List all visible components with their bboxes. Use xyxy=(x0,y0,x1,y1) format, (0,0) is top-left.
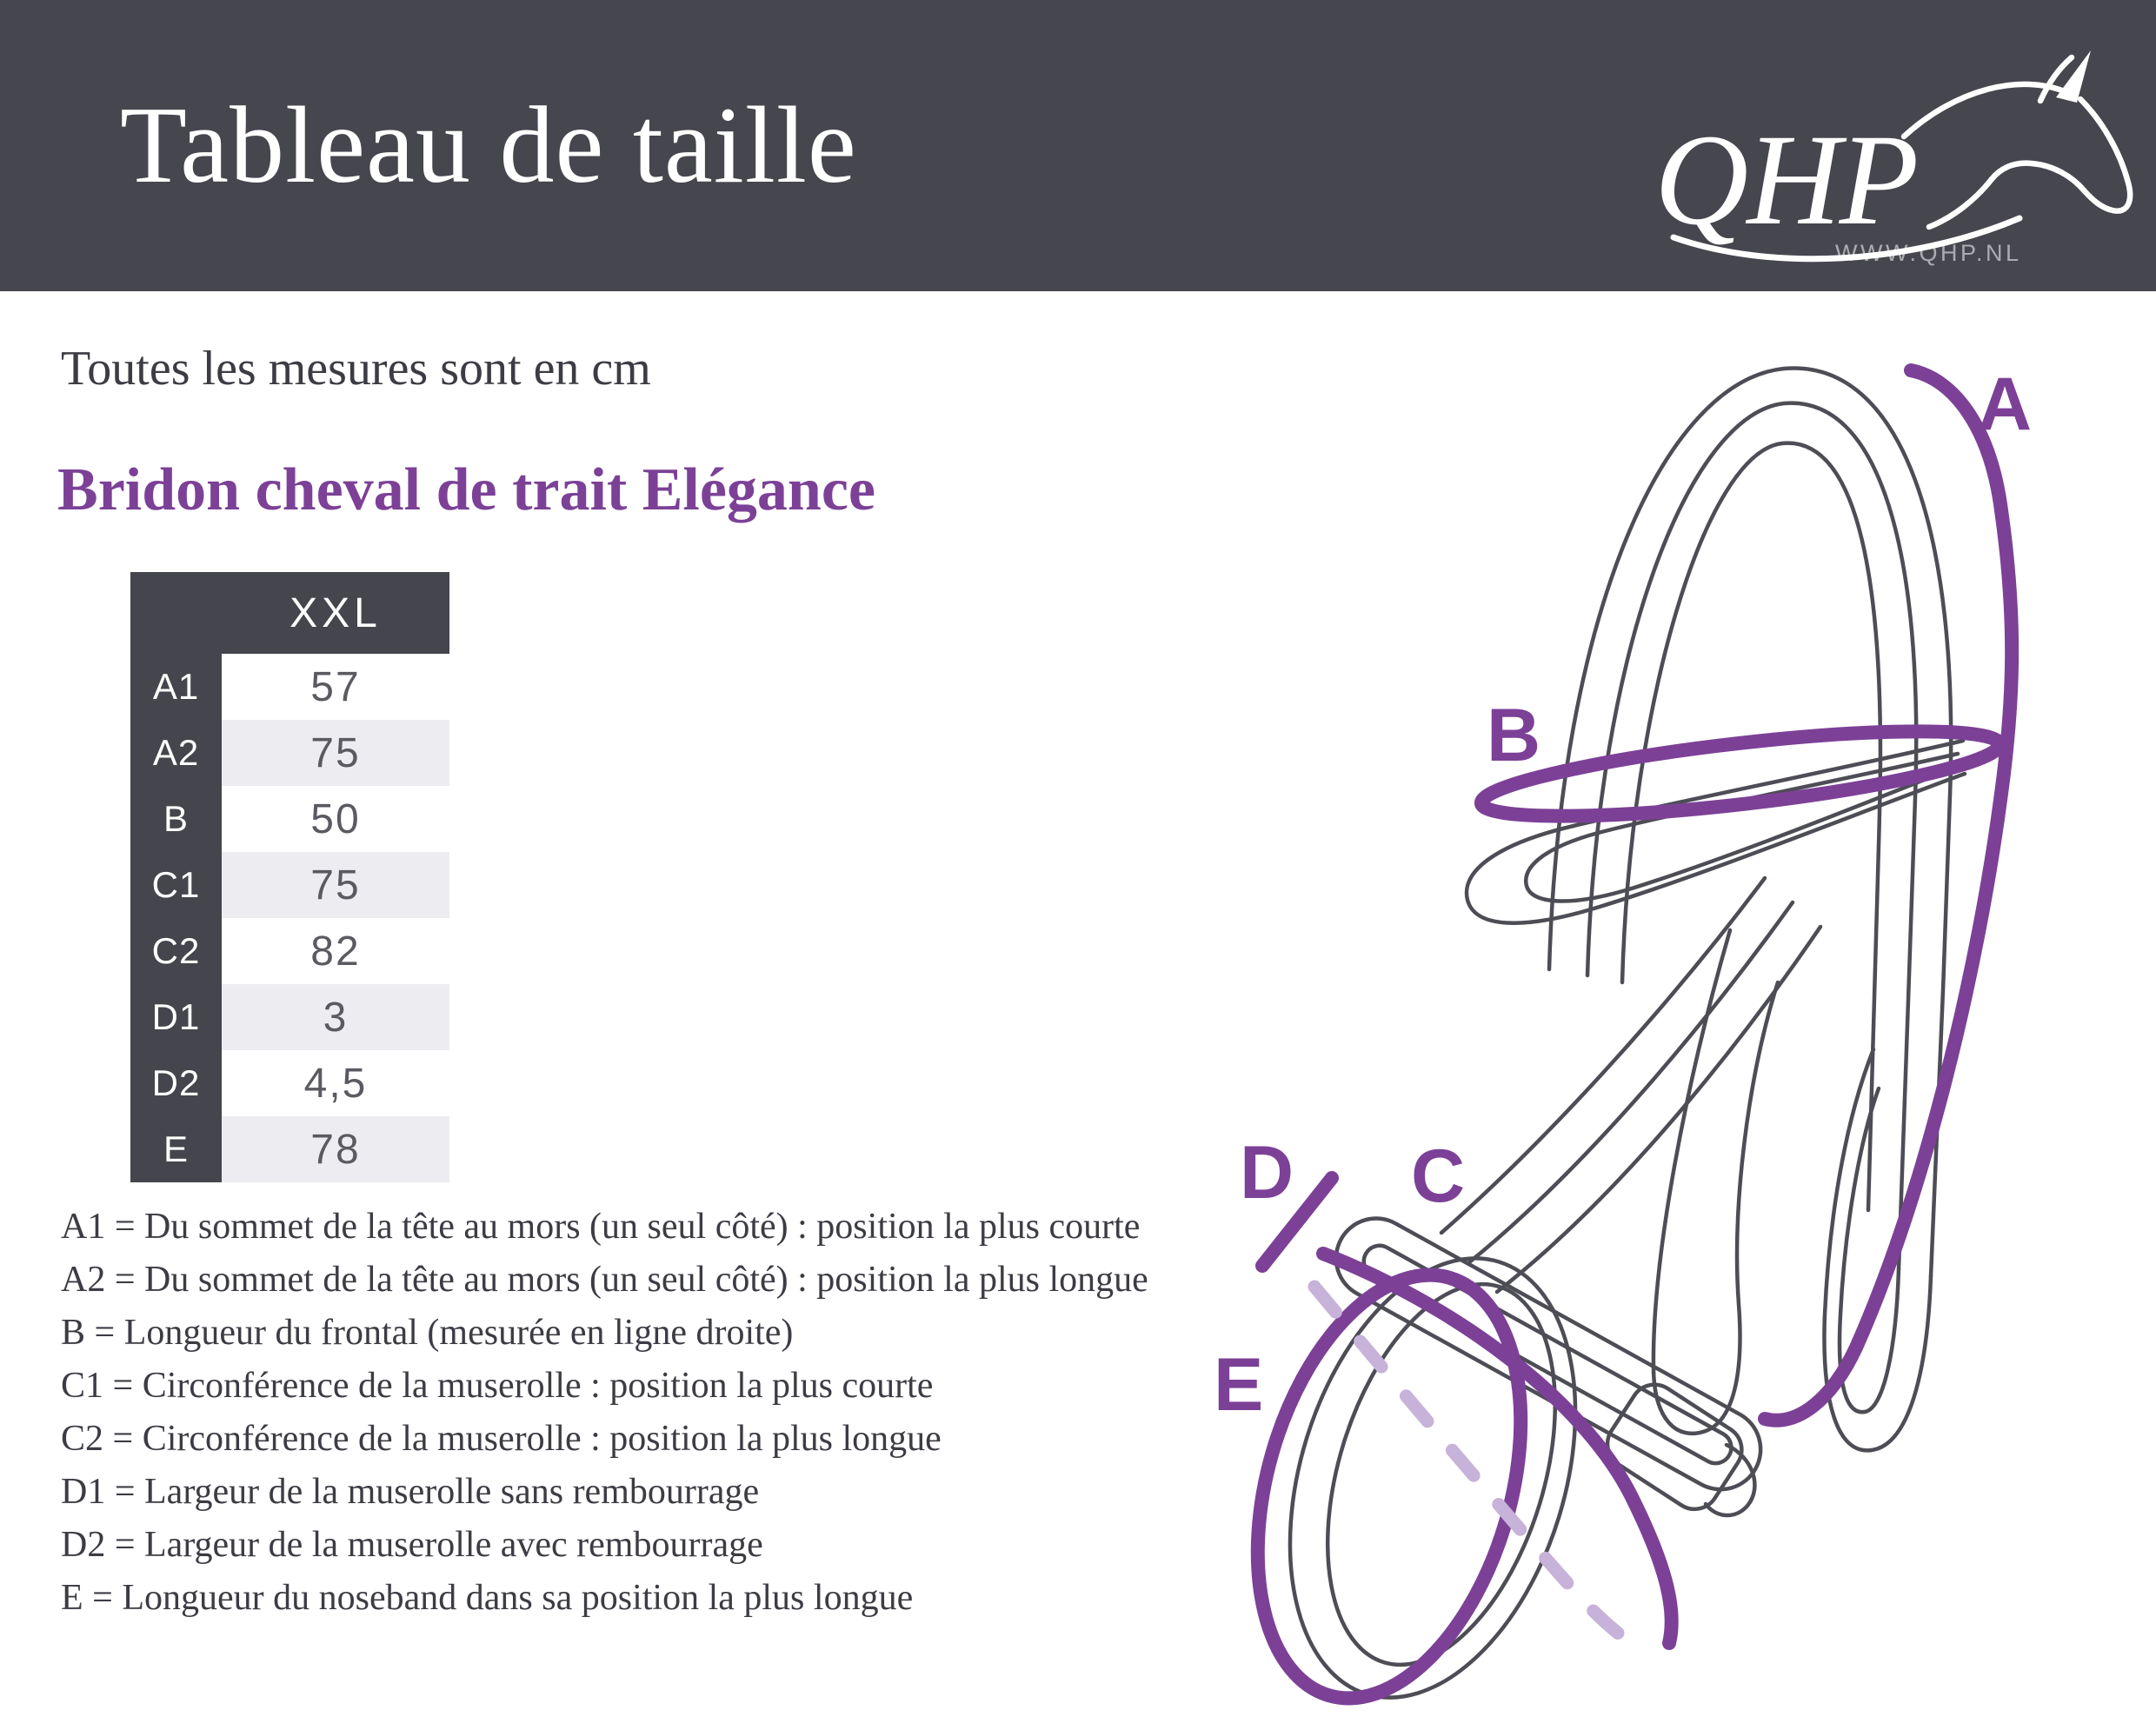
table-row: B 50 xyxy=(130,786,449,852)
legend-line: C2 = Circonférence de la muserolle : pos… xyxy=(61,1419,942,1459)
size-column-header: XXL xyxy=(289,589,382,636)
row-label: A2 xyxy=(130,720,222,786)
measurement-arc-c xyxy=(1316,1247,1679,1650)
row-value: 78 xyxy=(222,1116,449,1182)
row-value: 75 xyxy=(222,720,449,786)
legend-line: E = Longueur du noseband dans sa positio… xyxy=(61,1578,914,1618)
measurement-line-d xyxy=(1255,1171,1339,1273)
measurement-line-b xyxy=(1474,724,2007,823)
legend-line: A2 = Du sommet de la tête au mors (un se… xyxy=(61,1260,1148,1300)
legend-line: C1 = Circonférence de la muserolle : pos… xyxy=(61,1366,934,1406)
brand-text: QHP xyxy=(1654,108,1917,252)
row-value: 4,5 xyxy=(222,1050,449,1116)
product-title: Bridon cheval de trait Elégance xyxy=(57,456,876,523)
bridle-line-art xyxy=(1288,366,1967,1700)
measurement-note: Toutes les mesures sont en cm xyxy=(61,342,651,396)
table-row: A2 75 xyxy=(130,720,449,786)
row-value: 57 xyxy=(222,654,449,720)
diagram-labels: A B C D E xyxy=(1214,363,2032,1427)
legend-line: B = Longueur du frontal (mesurée en lign… xyxy=(61,1313,794,1353)
website-text: WWW.QHP.NL xyxy=(1835,240,2022,266)
legend-line: D1 = Largeur de la muserolle sans rembou… xyxy=(61,1472,760,1512)
table-corner-cell xyxy=(130,572,222,654)
table-row: C1 75 xyxy=(130,852,449,918)
measurement-arc-a xyxy=(1758,363,2020,1428)
size-table: XXL A1 57 A2 75 B 50 C1 75 C2 82 D1 3 D2… xyxy=(130,572,449,1182)
legend-line: A1 = Du sommet de la tête au mors (un se… xyxy=(61,1207,1141,1247)
row-label: A1 xyxy=(130,654,222,720)
header-band: Tableau de taille QHP WWW.QHP.NL xyxy=(0,0,2156,291)
table-header-row: XXL xyxy=(130,572,449,654)
row-label: B xyxy=(130,786,222,852)
row-value: 50 xyxy=(222,786,449,852)
diagram-label-a: A xyxy=(1978,363,2032,446)
row-label: C2 xyxy=(130,918,222,984)
page-title: Tableau de taille xyxy=(120,85,857,206)
qhp-logo-graphic: QHP xyxy=(1654,50,2133,263)
horse-head-icon xyxy=(1900,50,2133,230)
table-row: C2 82 xyxy=(130,918,449,984)
row-label: E xyxy=(130,1116,222,1182)
table-row: D1 3 xyxy=(130,984,449,1050)
table-row: E 78 xyxy=(130,1116,449,1182)
measurement-loop-e xyxy=(1250,1268,1528,1706)
diagram-label-b: B xyxy=(1487,694,1540,777)
qhp-logo: QHP WWW.QHP.NL xyxy=(1647,45,2147,276)
row-value: 75 xyxy=(222,852,449,918)
diagram-label-c: C xyxy=(1411,1135,1465,1218)
row-value: 82 xyxy=(222,918,449,984)
row-label: D2 xyxy=(130,1050,222,1116)
table-row: D2 4,5 xyxy=(130,1050,449,1116)
table-row: A1 57 xyxy=(130,654,449,720)
row-label: D1 xyxy=(130,984,222,1050)
logo-swash xyxy=(1670,215,2023,263)
row-label: C1 xyxy=(130,852,222,918)
legend-line: D2 = Largeur de la muserolle avec rembou… xyxy=(61,1525,763,1565)
bridle-diagram: A B C D E xyxy=(1214,363,2032,1706)
measurement-legend: A1 = Du sommet de la tête au mors (un se… xyxy=(61,1201,1148,1625)
diagram-label-d: D xyxy=(1240,1131,1294,1215)
row-value: 3 xyxy=(222,984,449,1050)
diagram-label-e: E xyxy=(1214,1343,1263,1427)
measurement-dashed-line xyxy=(1308,1280,1648,1659)
